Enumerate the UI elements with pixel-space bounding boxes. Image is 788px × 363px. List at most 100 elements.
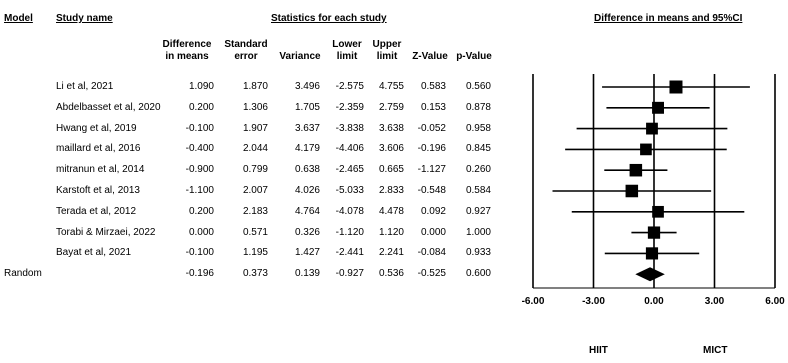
- study-row-1-z: 0.153: [420, 101, 446, 113]
- pooled-row-p: 0.600: [465, 268, 491, 280]
- study-row-8-upper: 2.241: [378, 247, 404, 259]
- col-header-diff: Difference in means: [162, 39, 212, 62]
- study-row-7-upper: 1.120: [378, 226, 404, 238]
- study-row-6-diff: 0.200: [188, 205, 214, 217]
- point-estimate-7: [647, 226, 661, 239]
- study-row-1-name: Abdelbasset et al, 2020: [56, 101, 161, 113]
- study-row-4-var: 0.638: [294, 164, 320, 176]
- study-row-4-z: -1.127: [417, 164, 446, 176]
- study-row-4-se: 0.799: [242, 164, 268, 176]
- study-row-2-p: 0.958: [465, 122, 491, 134]
- study-row-3-var: 4.179: [294, 143, 320, 155]
- x-tick-label: 0.00: [644, 296, 664, 307]
- study-row-6-name: Terada et al, 2012: [56, 205, 137, 217]
- x-tick-label: -6.00: [522, 296, 545, 307]
- x-tick-label: 3.00: [705, 296, 725, 307]
- study-row-0-z: 0.583: [420, 81, 446, 92]
- study-row-7-p: 1.000: [465, 226, 491, 238]
- study-row-1-upper: 2.759: [378, 101, 404, 113]
- pooled-row-z: -0.525: [417, 268, 446, 280]
- study-row-2-z: -0.052: [417, 122, 446, 134]
- study-row-6-lower: -4.078: [335, 205, 364, 217]
- col-header-z: Z-Value: [412, 51, 448, 62]
- study-row-5-diff: -1.100: [185, 185, 214, 196]
- study-row-3-lower: -4.406: [335, 143, 364, 155]
- study-row-2-lower: -3.838: [335, 122, 364, 134]
- study-row-1-p: 0.878: [465, 101, 491, 113]
- study-row-8-p: 0.933: [465, 247, 491, 259]
- pooled-diamond: [635, 267, 665, 282]
- study-row-0-diff: 1.090: [188, 81, 214, 92]
- study-row-8-diff: -0.100: [185, 247, 214, 259]
- point-estimate-3: [640, 143, 652, 156]
- study-row-3-se: 2.044: [242, 143, 268, 155]
- study-row-2-var: 3.637: [294, 122, 320, 134]
- study-row-2-name: Hwang et al, 2019: [56, 122, 137, 134]
- point-estimate-6: [652, 205, 664, 218]
- study-row-5-name: Karstoft et al, 2013: [56, 185, 140, 196]
- study-row-0-upper: 4.755: [378, 81, 404, 92]
- study-row-0-se: 1.870: [242, 81, 268, 92]
- col-header-var: Variance: [279, 51, 321, 62]
- study-row-4-lower: -2.465: [335, 164, 364, 176]
- study-row-5-var: 4.026: [294, 185, 320, 196]
- study-row-7-z: 0.000: [420, 226, 446, 238]
- pooled-row-upper: 0.536: [378, 268, 404, 280]
- study-row-5-p: 0.584: [465, 185, 491, 196]
- point-estimate-2: [646, 122, 658, 135]
- right-favours-label: MICT: [703, 345, 728, 356]
- study-row-6-upper: 4.478: [378, 205, 404, 217]
- col-header-upper: Upper limit: [372, 39, 402, 62]
- study-row-5-se: 2.007: [242, 185, 268, 196]
- x-tick-label: 6.00: [765, 296, 785, 307]
- study-row-8-var: 1.427: [294, 247, 320, 259]
- study-row-4-p: 0.260: [465, 164, 491, 176]
- study-row-6-var: 4.764: [294, 205, 320, 217]
- study-row-3-upper: 3.606: [378, 143, 404, 155]
- study-row-7-se: 0.571: [242, 226, 268, 238]
- study-row-3-diff: -0.400: [185, 143, 214, 155]
- study-row-0-var: 3.496: [294, 81, 320, 92]
- pooled-row-diff: -0.196: [185, 268, 214, 280]
- study-name-header: Study name: [56, 13, 113, 24]
- pooled-row-se: 0.373: [242, 268, 268, 280]
- study-row-8-lower: -2.441: [335, 247, 364, 259]
- study-row-0-name: Li et al, 2021: [56, 81, 114, 92]
- study-row-1-se: 1.306: [242, 101, 268, 113]
- study-row-4-diff: -0.900: [185, 164, 214, 176]
- study-row-7-name: Torabi & Mirzaei, 2022: [56, 226, 156, 238]
- study-row-6-z: 0.092: [420, 205, 446, 217]
- study-row-1-lower: -2.359: [335, 101, 364, 113]
- study-row-5-z: -0.548: [417, 185, 446, 196]
- study-row-2-upper: 3.638: [378, 122, 404, 134]
- study-row-3-p: 0.845: [465, 143, 491, 155]
- study-row-5-lower: -5.033: [335, 185, 364, 196]
- study-row-8-se: 1.195: [242, 247, 268, 259]
- left-favours-label: HIIT: [589, 345, 608, 356]
- study-row-6-p: 0.927: [465, 205, 491, 217]
- study-row-7-var: 0.326: [294, 226, 320, 238]
- study-row-1-diff: 0.200: [188, 101, 214, 113]
- point-estimate-1: [652, 101, 664, 114]
- study-row-4-upper: 0.665: [378, 164, 404, 176]
- x-tick-label: -3.00: [582, 296, 605, 307]
- col-header-lower: Lower limit: [332, 39, 362, 62]
- col-header-se: Standard error: [224, 39, 268, 62]
- point-estimate-8: [645, 247, 659, 260]
- model-label: Random: [4, 268, 42, 280]
- study-row-4-name: mitranun et al, 2014: [56, 164, 145, 176]
- study-row-7-diff: 0.000: [188, 226, 214, 238]
- study-row-8-name: Bayat et al, 2021: [56, 247, 132, 259]
- point-estimate-4: [629, 163, 643, 177]
- study-row-8-z: -0.084: [417, 247, 446, 259]
- study-row-2-diff: -0.100: [185, 122, 214, 134]
- point-estimate-0: [669, 80, 683, 94]
- study-row-3-name: maillard et al, 2016: [56, 143, 141, 155]
- stats-group-header: Statistics for each study: [271, 13, 387, 24]
- model-header: Model: [4, 13, 33, 24]
- study-row-0-p: 0.560: [465, 81, 491, 92]
- point-estimate-5: [625, 184, 639, 198]
- study-row-2-se: 1.907: [242, 122, 268, 134]
- plot-title: Difference in means and 95%CI: [594, 13, 743, 24]
